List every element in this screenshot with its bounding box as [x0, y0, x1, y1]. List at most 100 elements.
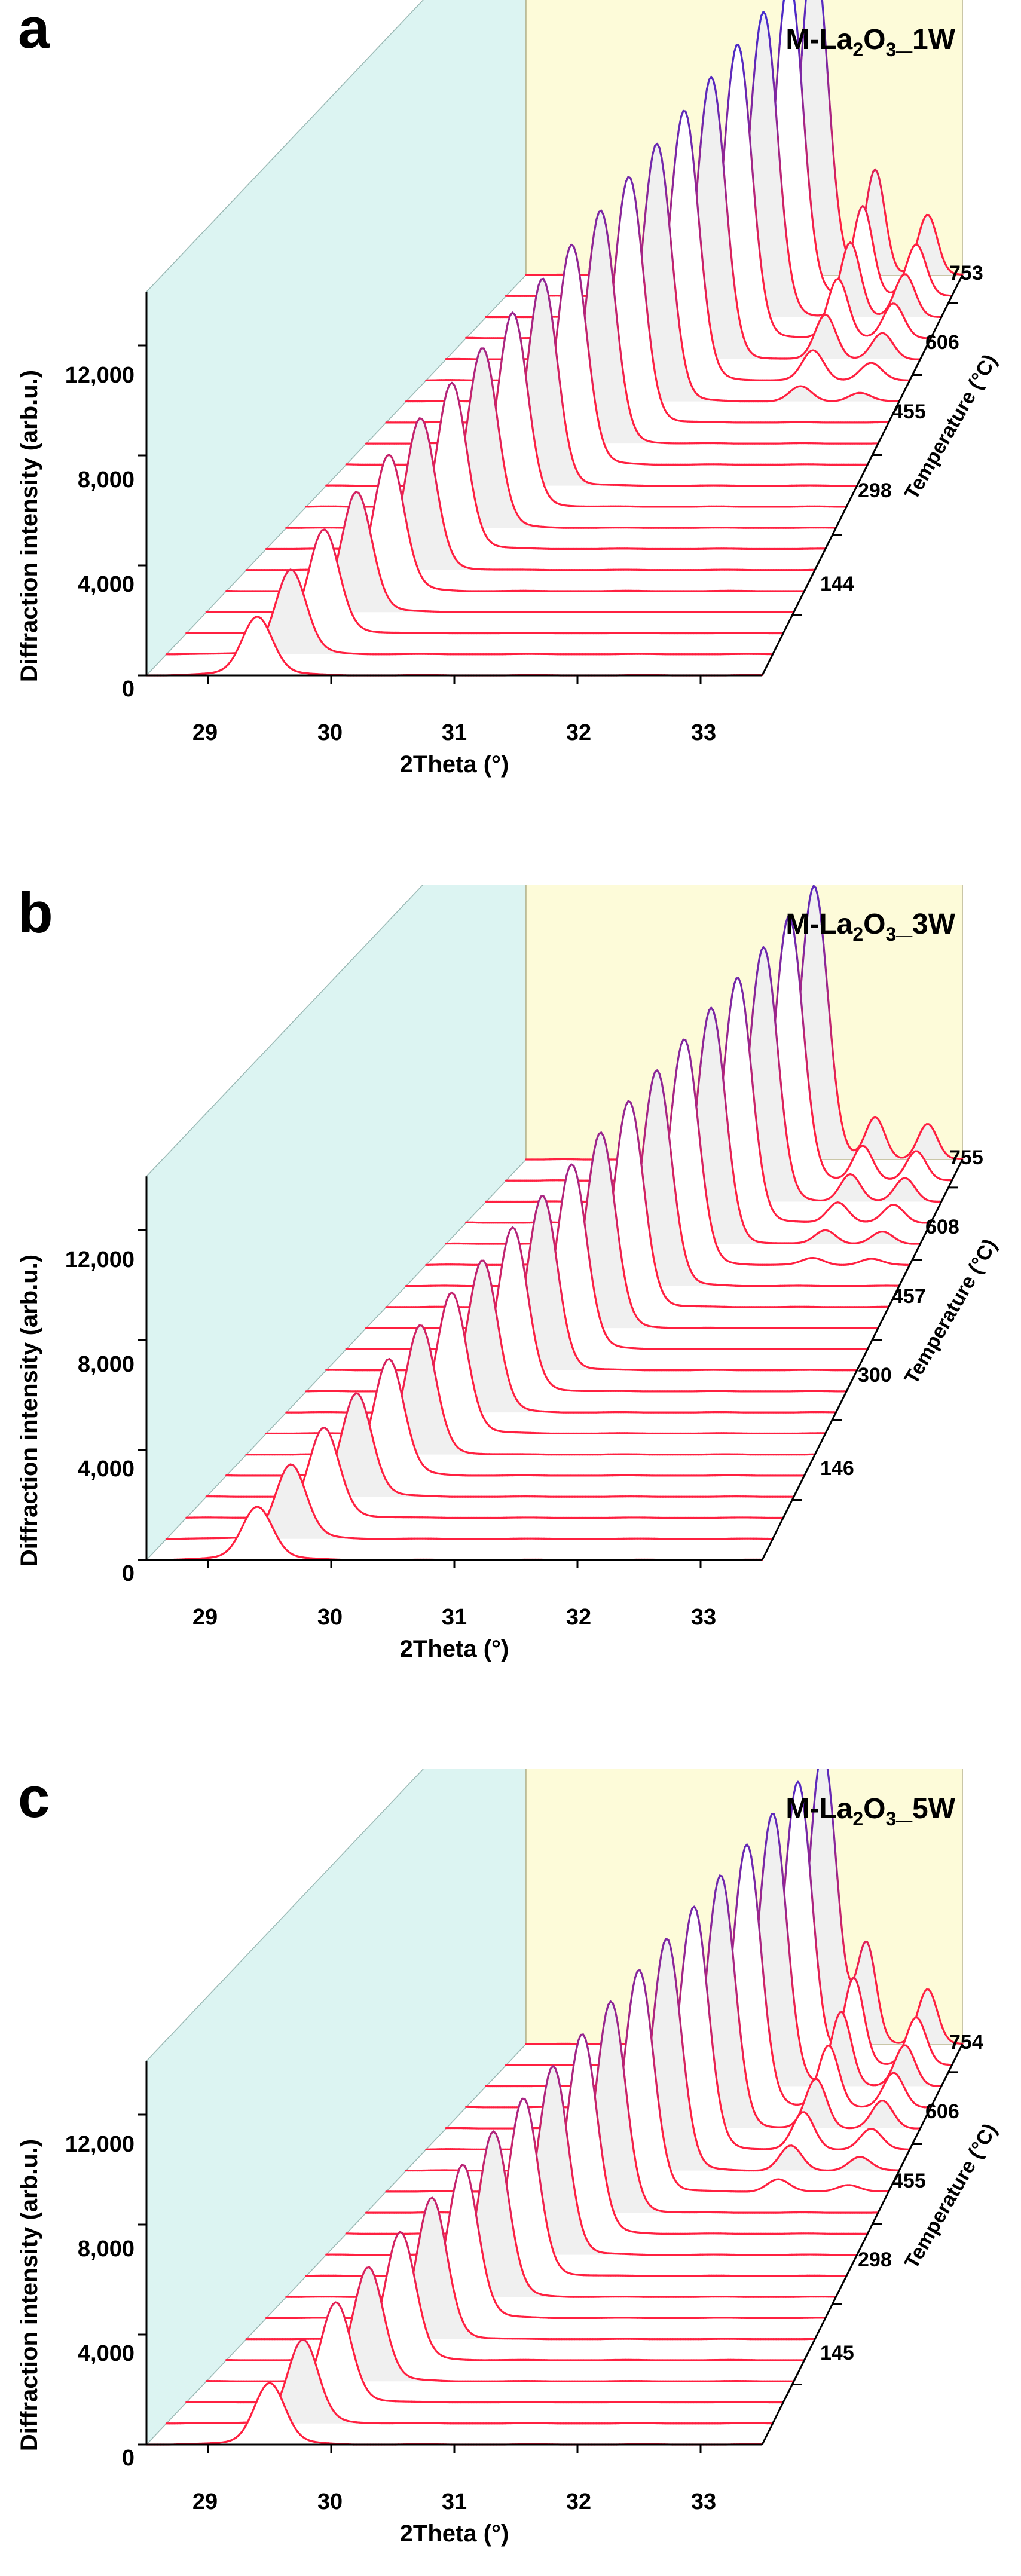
- series-line-segment: [826, 990, 831, 1016]
- series-line-segment: [647, 326, 652, 347]
- series-line-segment: [738, 317, 742, 331]
- series-line-segment: [408, 441, 413, 457]
- series-line-segment: [864, 207, 868, 215]
- series-line-segment: [434, 474, 439, 492]
- series-line-segment: [817, 259, 821, 271]
- series-line-segment: [411, 429, 415, 443]
- series-line-segment: [575, 253, 580, 268]
- series-line-segment: [490, 375, 495, 394]
- series-line-segment: [727, 224, 732, 250]
- series-line-segment: [632, 184, 637, 200]
- series-line-segment: [832, 154, 837, 179]
- series-line-segment: [274, 644, 279, 653]
- series-line-segment: [512, 505, 518, 514]
- series-line-segment: [699, 242, 704, 268]
- series-line-segment: [699, 123, 704, 148]
- series-line-segment: [521, 348, 526, 369]
- series-line-segment: [580, 282, 585, 304]
- panel-title: M-La2O3_1W: [785, 24, 955, 60]
- series-line-segment: [442, 518, 447, 533]
- series-line-segment: [686, 117, 691, 132]
- series-line-segment: [438, 415, 443, 434]
- series-line-segment: [838, 214, 843, 230]
- series-line-segment: [495, 409, 500, 430]
- series-line-segment: [308, 613, 314, 624]
- series-line-segment: [927, 268, 931, 277]
- waterfall-chart-b: b M-La2O3_3W 2Theta (°) Diffraction inte…: [16, 885, 1001, 1662]
- y-tick-label: 0: [122, 677, 134, 702]
- series-line-segment: [803, 117, 807, 147]
- series-line-segment: [811, 332, 816, 339]
- series-line-segment: [835, 332, 840, 340]
- series-line-segment: [305, 604, 311, 616]
- series-line-segment: [270, 608, 275, 619]
- series-line-segment: [756, 25, 760, 44]
- series-line-segment: [268, 632, 274, 641]
- series-line-segment: [661, 157, 665, 175]
- series-line-segment: [530, 311, 535, 331]
- series-line-segment: [436, 489, 441, 507]
- series-line-segment: [715, 356, 720, 365]
- series-line-segment: [698, 218, 702, 244]
- series-line-segment: [601, 436, 606, 446]
- series-line-segment: [433, 448, 438, 467]
- series-line-segment: [237, 640, 243, 648]
- series-line-segment: [797, 963, 801, 987]
- series-line-segment: [506, 314, 511, 325]
- series-line-segment: [873, 253, 878, 265]
- z-axis-label: Temperature (°C): [900, 350, 1002, 503]
- series-line-segment: [516, 321, 521, 335]
- series-line-segment: [828, 288, 833, 297]
- series-line-segment: [729, 247, 734, 272]
- series-line-segment: [830, 1036, 834, 1060]
- series-line-segment: [787, 250, 791, 268]
- series-line-segment: [821, 0, 825, 19]
- y-axis-label: Diffraction intensity (arb.u.): [16, 370, 42, 682]
- series-line-segment: [836, 197, 840, 216]
- series-line-segment: [759, 251, 763, 272]
- series-fill: [366, 210, 878, 444]
- series-line-segment: [588, 247, 593, 270]
- series-line-segment: [919, 221, 924, 229]
- series-line-segment: [568, 448, 574, 460]
- series-line-segment: [566, 435, 571, 450]
- series-line-segment: [800, 1008, 805, 1033]
- series-line-segment: [844, 1137, 849, 1145]
- series-line-segment: [240, 633, 246, 642]
- series-line-segment: [813, 1127, 817, 1142]
- series-line-segment: [476, 509, 481, 521]
- series-line-segment: [473, 497, 478, 512]
- series-line-segment: [623, 381, 628, 397]
- series-line-segment: [691, 147, 696, 171]
- series-line-segment: [571, 457, 576, 467]
- series-line-segment: [278, 582, 283, 592]
- series-line-segment: [790, 920, 795, 932]
- series-line-segment: [273, 599, 278, 610]
- series-line-segment: [840, 1120, 845, 1132]
- series-line-segment: [733, 288, 738, 307]
- series-line-segment: [561, 271, 565, 291]
- series-line-segment: [657, 387, 662, 399]
- series-line-segment: [689, 130, 693, 149]
- series-line-segment: [390, 456, 396, 466]
- series-line-segment: [533, 440, 539, 458]
- series-line-segment: [795, 295, 800, 303]
- series-line-segment: [778, 950, 783, 972]
- series-line-segment: [732, 269, 736, 290]
- series-line-segment: [372, 495, 377, 512]
- series-line-segment: [344, 509, 349, 523]
- series-fill: [386, 176, 889, 423]
- series-line-segment: [519, 333, 524, 351]
- series-line-segment: [426, 432, 431, 446]
- series-line-segment: [693, 169, 698, 195]
- series-line-segment: [533, 295, 537, 313]
- series-line-segment: [652, 145, 656, 155]
- series-line-segment: [725, 198, 730, 227]
- series-line-segment: [756, 230, 761, 253]
- series-line-segment: [622, 180, 627, 194]
- series-line-segment: [918, 227, 922, 237]
- series-line-segment: [461, 417, 466, 436]
- series-line-segment: [281, 575, 286, 584]
- series-line-segment: [346, 598, 350, 608]
- series-line-segment: [535, 284, 540, 298]
